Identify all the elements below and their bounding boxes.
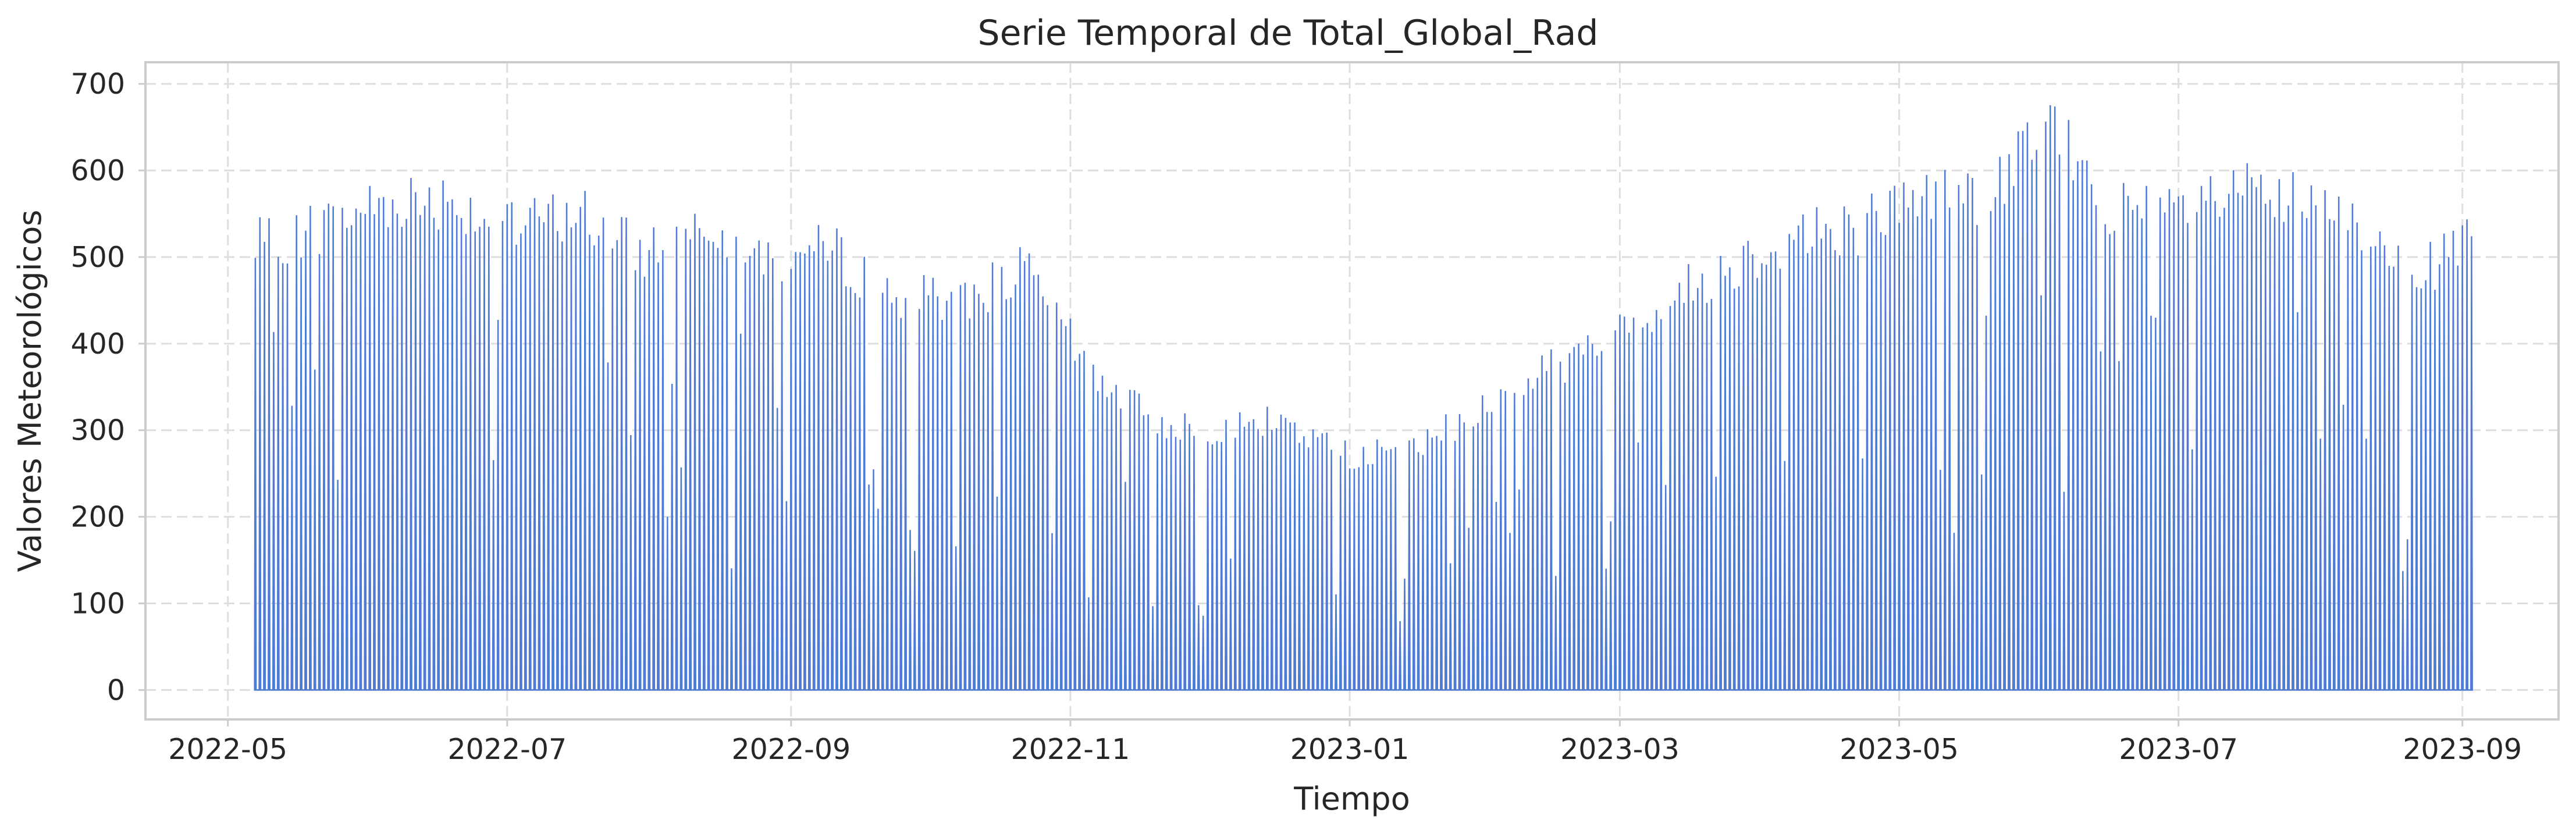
y-tick-label: 300: [70, 414, 125, 447]
x-tick-label: 2022-09: [731, 733, 851, 766]
y-tick-label: 0: [107, 673, 125, 707]
x-tick-label: 2023-09: [2403, 733, 2522, 766]
x-axis-label: Tiempo: [1293, 780, 1410, 817]
y-tick-label: 400: [70, 327, 125, 361]
y-axis-label: Valores Meteorológicos: [12, 210, 48, 572]
y-axis-ticks: 0 100 200 300 400 500 600 700: [70, 67, 145, 707]
series-area: [254, 105, 2473, 691]
y-tick-label: 100: [70, 587, 125, 621]
x-tick-label: 2022-05: [168, 733, 287, 766]
y-tick-label: 500: [70, 241, 125, 274]
y-tick-label: 700: [70, 67, 125, 101]
x-tick-label: 2023-01: [1290, 733, 1410, 766]
x-tick-label: 2022-07: [447, 733, 567, 766]
x-tick-label: 2023-03: [1560, 733, 1680, 766]
plot-frame: [144, 61, 2560, 721]
plot-area: [254, 105, 2473, 691]
x-tick-label: 2023-07: [2119, 733, 2238, 766]
chart-title: Serie Temporal de Total_Global_Rad: [978, 13, 1599, 54]
y-tick-label: 600: [70, 154, 125, 187]
y-tick-label: 200: [70, 501, 125, 534]
x-tick-label: 2023-05: [1840, 733, 1959, 766]
x-axis-ticks: 2022-05 2022-07 2022-09 2022-11 2023-01 2023-…: [168, 719, 2522, 766]
x-tick-label: 2022-11: [1011, 733, 1130, 766]
